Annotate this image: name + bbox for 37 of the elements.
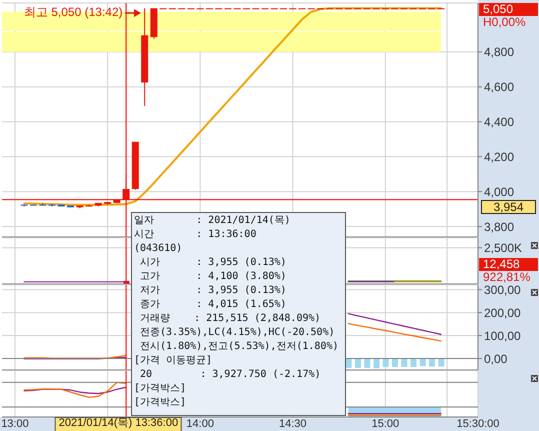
annotation: 최고 5,050 (13:42) bbox=[24, 5, 123, 20]
y-tick-label: 3,800 bbox=[484, 220, 514, 234]
annotation: [가격박스] bbox=[134, 382, 188, 396]
y-tick-label: 2,500K bbox=[484, 240, 522, 255]
y-tick-label: 4,400 bbox=[484, 115, 514, 130]
annotation: [가격 이동평균] bbox=[134, 354, 214, 368]
ref-line-label: 2021/01/14(목) 13:36:00 bbox=[54, 417, 182, 431]
annotation: 시가 : 3,955 (0.13%) bbox=[139, 256, 288, 270]
y-tick-label: 4,600 bbox=[484, 80, 514, 94]
y-tick-label: 4,800 bbox=[484, 45, 514, 60]
annotation: 고가 : 4,100 (3.80%) bbox=[139, 270, 288, 284]
x-tick-label: 13:00 bbox=[1, 418, 29, 430]
y-tick-label: 4,000 bbox=[484, 184, 514, 199]
x-tick-label: 15:00 bbox=[372, 418, 400, 430]
annotation: 저가 : 3,955 (0.13%) bbox=[139, 284, 288, 298]
annotation: [가격박스] bbox=[134, 396, 188, 410]
text: H0,00% bbox=[482, 15, 527, 29]
annotation: (043610) bbox=[134, 242, 184, 256]
text: 5,050 bbox=[479, 2, 538, 16]
annotation: 전종(3.35%),LC(4.15%),HC(-20.50%) bbox=[139, 326, 336, 340]
annotation: 20 : 3,927.750 (-2.17%) bbox=[139, 368, 322, 382]
y-tick-label: 0,00 bbox=[484, 352, 508, 366]
x-tick-label: 15:30:00 bbox=[456, 418, 500, 430]
text: 12,458 bbox=[479, 257, 538, 271]
y-tick-label: 300,00 bbox=[484, 282, 522, 297]
x-tick-label: 14:30 bbox=[279, 418, 307, 430]
text: 922,81% bbox=[482, 270, 532, 284]
y-tick-label: 100,00 bbox=[484, 328, 522, 343]
annotation: 종가 : 4,015 (1.65%) bbox=[139, 298, 288, 312]
annotation: 거래량 : 215,515 (2,848.09%) bbox=[139, 312, 322, 326]
y-tick-label: 200,00 bbox=[484, 306, 522, 320]
y-tick-label: 4,200 bbox=[484, 150, 514, 164]
x-tick-label: 14:00 bbox=[186, 418, 214, 430]
annotation: 전시(1.80%),전고(5.53%),전저(1.80%) bbox=[139, 340, 340, 354]
annotation: 시간 : 13:36:00 bbox=[134, 228, 258, 242]
annotation: 일자 : 2021/01/14(목) bbox=[134, 214, 292, 228]
ref-line-label: 3,954 bbox=[481, 200, 536, 214]
